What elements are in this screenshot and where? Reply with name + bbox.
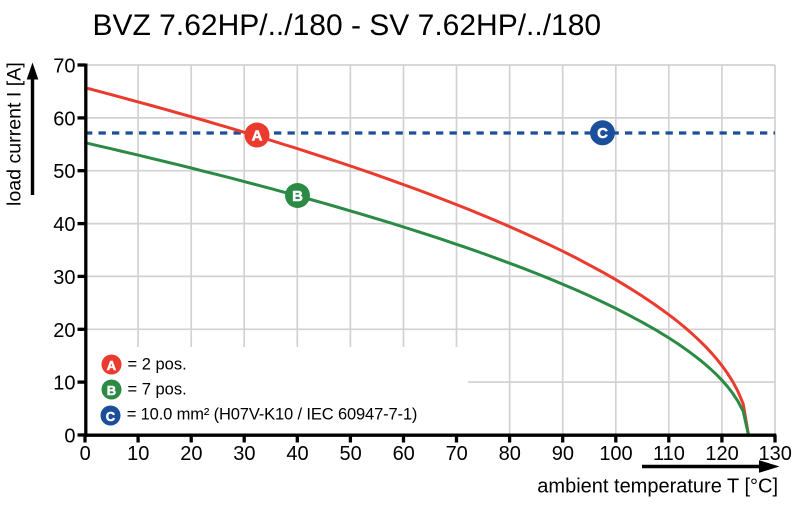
svg-text:B: B [292, 188, 303, 205]
svg-text:40: 40 [286, 443, 308, 465]
svg-text:70: 70 [446, 443, 468, 465]
svg-text:A: A [107, 358, 117, 373]
svg-text:100: 100 [599, 443, 632, 465]
svg-text:load current I [A]: load current I [A] [4, 62, 26, 206]
svg-text:A: A [252, 127, 263, 144]
svg-text:50: 50 [53, 161, 75, 183]
svg-text:80: 80 [499, 443, 521, 465]
svg-text:C: C [597, 125, 608, 142]
svg-text:= 2 pos.: = 2 pos. [128, 356, 187, 374]
svg-text:120: 120 [705, 443, 738, 465]
svg-text:30: 30 [233, 443, 255, 465]
svg-text:90: 90 [552, 443, 574, 465]
svg-text:= 10.0 mm² (H07V-K10 / IEC 609: = 10.0 mm² (H07V-K10 / IEC 60947-7-1) [127, 406, 418, 424]
svg-text:70: 70 [53, 56, 75, 78]
svg-text:110: 110 [653, 443, 685, 465]
svg-text:0: 0 [64, 426, 75, 448]
svg-text:60: 60 [393, 443, 415, 465]
svg-text:10: 10 [127, 443, 149, 465]
svg-text:20: 20 [53, 320, 75, 342]
svg-text:20: 20 [180, 443, 202, 465]
svg-text:BVZ 7.62HP/../180 - SV 7.62HP/: BVZ 7.62HP/../180 - SV 7.62HP/../180 [93, 9, 602, 42]
svg-text:30: 30 [53, 267, 75, 289]
svg-text:60: 60 [53, 108, 75, 130]
svg-text:0: 0 [80, 443, 91, 465]
svg-text:10: 10 [53, 373, 75, 395]
svg-text:50: 50 [339, 443, 361, 465]
svg-text:= 7 pos.: = 7 pos. [128, 381, 187, 399]
svg-text:C: C [106, 409, 116, 424]
svg-text:B: B [107, 383, 116, 398]
svg-text:ambient temperature T [°C]: ambient temperature T [°C] [537, 476, 778, 498]
svg-text:40: 40 [53, 214, 75, 236]
svg-text:130: 130 [759, 443, 792, 465]
